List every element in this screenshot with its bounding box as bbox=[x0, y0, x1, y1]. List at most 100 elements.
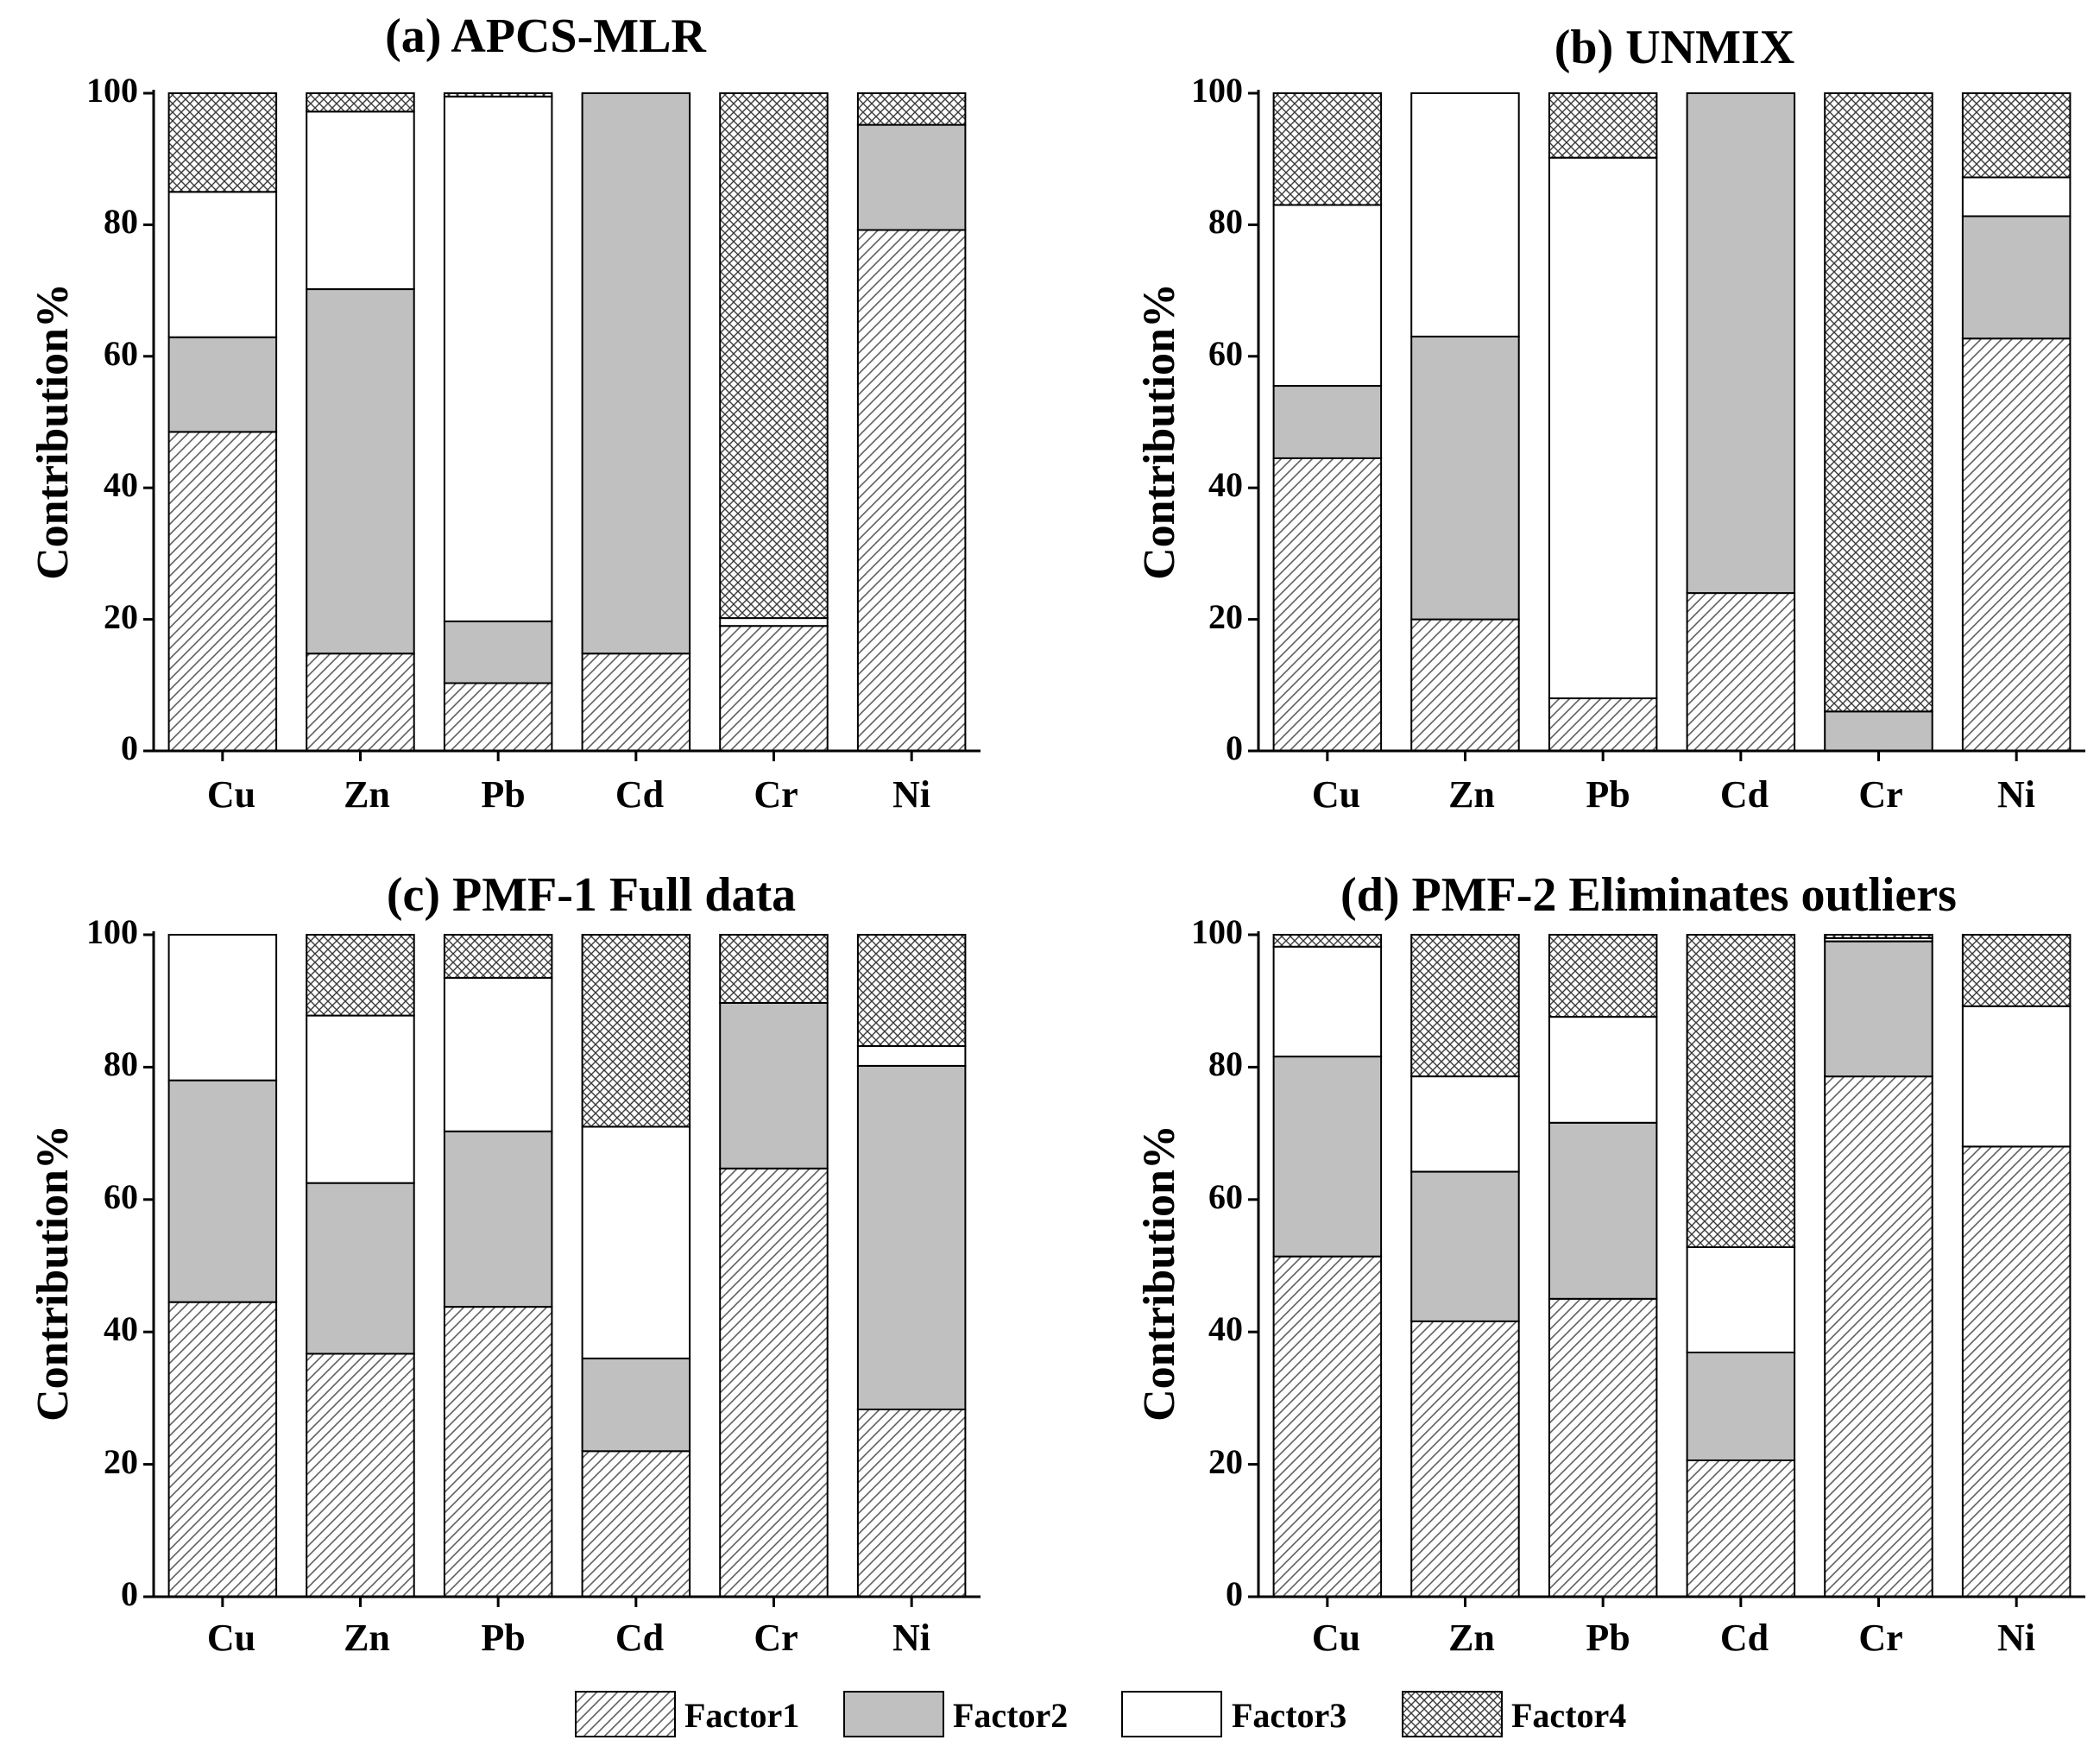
bar-pb-factor2 bbox=[443, 620, 553, 684]
bar-cr-factor3 bbox=[719, 617, 829, 627]
x-categories: Cu Zn Pb Cd Cr Ni bbox=[1312, 1617, 2035, 1659]
legend-label: Factor3 bbox=[1232, 1696, 1346, 1735]
bar-cu-factor2 bbox=[1272, 385, 1383, 459]
x-tick-label: Zn bbox=[344, 773, 390, 816]
bar-cu-factor2 bbox=[167, 1079, 278, 1303]
bar-cr-factor2 bbox=[719, 1002, 829, 1170]
y-tick-label: 40 bbox=[1208, 1309, 1243, 1348]
x-categories: Cu Zn Pb Cd Cr Ni bbox=[207, 773, 930, 816]
x-tick-label: Pb bbox=[481, 773, 525, 816]
legend-item-factor2: Factor2 bbox=[843, 1691, 1068, 1737]
bar-cr-factor1 bbox=[719, 625, 829, 753]
legend: Factor1 Factor2 Factor3 Factor4 bbox=[575, 1691, 1626, 1737]
bar-cd-factor2 bbox=[581, 1357, 691, 1453]
y-tick-label: 60 bbox=[104, 1177, 138, 1216]
x-tick-label: Ni bbox=[1997, 773, 2035, 816]
bar-cr-factor2 bbox=[1824, 940, 1933, 1078]
bar-ni-factor4 bbox=[856, 934, 967, 1047]
panel-pmf-1: (c) PMF-1 Full data Contribution% 0 20 4… bbox=[28, 868, 981, 1659]
x-tick-label: Cu bbox=[1312, 773, 1360, 816]
y-tick-label: 100 bbox=[1191, 71, 1243, 110]
bar-ni-factor3 bbox=[856, 1044, 967, 1067]
bar-cr-factor4 bbox=[719, 92, 829, 620]
y-tick-label: 60 bbox=[104, 334, 138, 373]
y-ticks: 0 20 40 60 80 100 bbox=[1191, 912, 1243, 1613]
axes bbox=[1248, 90, 2085, 761]
bar-cu-factor1 bbox=[1272, 457, 1383, 753]
bars bbox=[167, 92, 967, 753]
x-tick-label: Cr bbox=[1858, 1617, 1902, 1659]
legend-swatch-factor1 bbox=[575, 1691, 676, 1737]
y-axis-label: Contribution% bbox=[28, 1125, 78, 1422]
bar-zn-factor3 bbox=[306, 1014, 415, 1184]
bar-cu-factor3 bbox=[167, 191, 278, 338]
bar-zn-factor2 bbox=[1410, 335, 1520, 621]
bar-zn-factor2 bbox=[1410, 1170, 1520, 1322]
bar-cd-factor2 bbox=[1686, 1352, 1796, 1461]
bar-pb-factor3 bbox=[1548, 156, 1658, 700]
y-tick-label: 0 bbox=[121, 1574, 138, 1613]
y-tick-label: 0 bbox=[121, 728, 138, 767]
x-tick-label: Cd bbox=[615, 773, 664, 816]
x-tick-label: Ni bbox=[892, 1617, 930, 1659]
axes bbox=[143, 90, 981, 761]
x-tick-label: Cu bbox=[207, 1617, 255, 1659]
bar-cu-factor2 bbox=[167, 336, 278, 433]
bar-pb-factor3 bbox=[443, 95, 553, 622]
legend-item-factor4: Factor4 bbox=[1402, 1691, 1626, 1737]
bar-cd-factor1 bbox=[581, 1450, 691, 1598]
bar-zn-factor4 bbox=[306, 934, 415, 1017]
y-tick-label: 20 bbox=[104, 597, 138, 636]
bar-ni-factor1 bbox=[856, 229, 967, 752]
bar-pb-factor1 bbox=[443, 1306, 553, 1598]
y-ticks: 0 20 40 60 80 100 bbox=[86, 912, 138, 1613]
bar-pb-factor4 bbox=[443, 92, 553, 98]
y-tick-label: 0 bbox=[1226, 1574, 1243, 1613]
bar-ni-factor2 bbox=[1961, 215, 2072, 340]
x-tick-label: Pb bbox=[1586, 773, 1630, 816]
bar-ni-factor2 bbox=[856, 123, 967, 231]
bar-cr-factor4 bbox=[1824, 934, 1933, 939]
x-tick-label: Cd bbox=[1720, 773, 1769, 816]
bar-pb-factor1 bbox=[443, 682, 553, 752]
y-tick-label: 80 bbox=[1208, 202, 1243, 241]
y-axis-label: Contribution% bbox=[1135, 283, 1184, 580]
y-tick-label: 80 bbox=[104, 1044, 138, 1083]
y-tick-label: 40 bbox=[1208, 465, 1243, 504]
x-tick-label: Zn bbox=[344, 1617, 390, 1659]
bar-zn-factor3 bbox=[1410, 92, 1520, 337]
bar-zn-factor1 bbox=[306, 653, 415, 753]
panel-title: (a) APCS-MLR bbox=[385, 9, 706, 63]
y-tick-label: 80 bbox=[104, 202, 138, 241]
y-tick-label: 100 bbox=[1191, 912, 1243, 951]
panel-title: (d) PMF-2 Eliminates outliers bbox=[1340, 868, 1957, 922]
bar-ni-factor4 bbox=[1961, 92, 2072, 179]
x-tick-label: Cr bbox=[1858, 773, 1902, 816]
y-tick-label: 20 bbox=[1208, 1442, 1243, 1481]
bar-cu-factor1 bbox=[167, 431, 278, 752]
bar-cu-factor4 bbox=[1272, 934, 1383, 948]
bar-cu-factor4 bbox=[1272, 92, 1383, 206]
bar-pb-factor1 bbox=[1548, 697, 1658, 752]
bar-ni-factor1 bbox=[1961, 1145, 2072, 1598]
bar-cd-factor2 bbox=[1686, 92, 1796, 595]
bar-pb-factor3 bbox=[443, 976, 553, 1132]
bar-pb-factor4 bbox=[443, 934, 553, 979]
y-tick-label: 100 bbox=[86, 71, 138, 110]
x-tick-label: Ni bbox=[892, 773, 930, 816]
y-tick-label: 80 bbox=[1208, 1044, 1243, 1083]
bar-cr-factor1 bbox=[719, 1167, 829, 1598]
bar-ni-factor3 bbox=[1961, 1005, 2072, 1148]
bar-zn-factor1 bbox=[1410, 618, 1520, 752]
bars bbox=[167, 934, 967, 1598]
bar-zn-factor4 bbox=[1410, 934, 1520, 1078]
bar-cr-factor4 bbox=[1824, 92, 1933, 713]
bar-zn-factor2 bbox=[306, 288, 415, 655]
y-tick-label: 0 bbox=[1226, 728, 1243, 767]
y-tick-label: 20 bbox=[1208, 597, 1243, 636]
bar-cu-factor3 bbox=[1272, 945, 1383, 1058]
bar-cu-factor1 bbox=[167, 1301, 278, 1598]
x-tick-label: Cd bbox=[615, 1617, 664, 1659]
bar-cd-factor4 bbox=[581, 934, 691, 1128]
